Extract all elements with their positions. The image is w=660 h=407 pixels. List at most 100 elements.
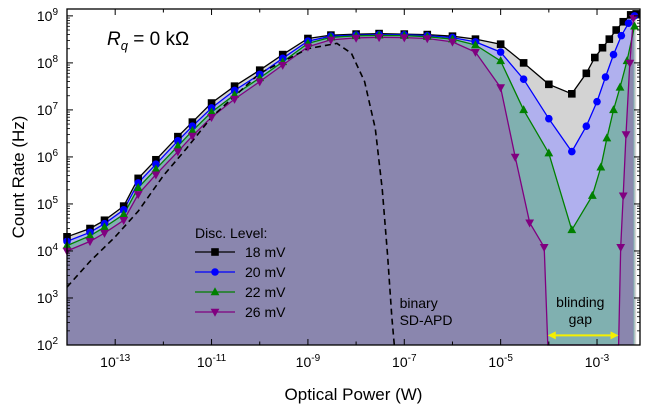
data-point-s3-5 xyxy=(151,164,161,173)
x-tick-label: 10-7 xyxy=(392,353,417,370)
data-point-s4-26 xyxy=(616,244,626,253)
data-point-s4-28 xyxy=(621,131,631,140)
data-point-s1-4 xyxy=(134,174,142,183)
data-point-s2-6 xyxy=(174,137,182,145)
data-point-s3-24 xyxy=(587,190,597,199)
data-point-s3-26 xyxy=(602,133,612,142)
data-point-s1-20 xyxy=(496,40,505,48)
data-point-s3-30 xyxy=(630,21,639,30)
legend-marker xyxy=(210,287,220,296)
data-point-s4-4 xyxy=(133,191,143,200)
data-point-s4-23 xyxy=(539,244,549,253)
y-tick-label: 102 xyxy=(37,336,59,353)
data-point-s3-28 xyxy=(615,82,625,91)
data-point-s2-28 xyxy=(617,31,626,40)
data-point-s3-8 xyxy=(207,107,216,116)
data-point-s1-8 xyxy=(207,99,216,107)
data-point-s4-10 xyxy=(255,78,265,87)
legend-label: 26 mV xyxy=(245,304,286,320)
data-point-s3-25 xyxy=(596,162,606,171)
data-point-s2-4 xyxy=(134,179,142,187)
data-point-s2-23 xyxy=(568,147,576,156)
data-point-s2-20 xyxy=(496,48,505,56)
series-fill-4 xyxy=(67,18,634,345)
data-point-s4-29 xyxy=(625,59,635,68)
data-point-s3-22 xyxy=(544,148,554,157)
data-point-s2-25 xyxy=(593,97,601,106)
data-point-s3-7 xyxy=(187,125,197,134)
legend-marker xyxy=(211,248,219,256)
legend-item-4: 26 mV xyxy=(195,304,286,320)
data-point-s4-11 xyxy=(278,61,288,70)
legend-marker xyxy=(210,308,220,317)
legend-label: 22 mV xyxy=(245,284,286,300)
x-tick-label: 10-13 xyxy=(100,353,130,370)
data-point-s1-21 xyxy=(519,59,528,67)
data-point-s1-29 xyxy=(619,17,628,26)
legend-title: Disc. Level: xyxy=(195,225,267,241)
data-point-s4-2 xyxy=(100,229,109,238)
data-point-s3-3 xyxy=(119,209,129,218)
data-point-s3-20 xyxy=(496,56,506,65)
blinding-gap-arrow xyxy=(547,331,619,340)
data-point-s1-23 xyxy=(568,90,576,98)
data-point-s1-27 xyxy=(605,35,614,43)
data-point-s4-20 xyxy=(496,84,506,93)
gap-arrow-head-right xyxy=(610,331,619,340)
data-point-s1-6 xyxy=(174,132,182,141)
data-point-s1-28 xyxy=(612,26,620,34)
data-point-s4-7 xyxy=(187,132,197,141)
data-point-s3-27 xyxy=(609,105,618,114)
x-tick-label: 10-9 xyxy=(296,353,321,370)
data-point-s4-22 xyxy=(525,219,535,228)
data-point-s3-4 xyxy=(133,183,143,192)
data-point-s4-30 xyxy=(629,14,638,23)
data-point-s1-22 xyxy=(545,80,553,89)
data-point-s4-6 xyxy=(173,148,183,157)
data-point-s4-19 xyxy=(471,48,480,57)
y-tick-label: 103 xyxy=(37,289,59,306)
data-point-s3-19 xyxy=(471,40,480,49)
data-point-s3-23 xyxy=(567,225,577,234)
data-point-s4-13 xyxy=(326,36,336,45)
annotation-2: blinding gap xyxy=(556,294,604,327)
data-point-s2-24 xyxy=(582,122,591,131)
data-point-s4-3 xyxy=(119,217,129,226)
series-markers xyxy=(62,10,640,256)
y-tick-label: 107 xyxy=(37,101,59,118)
data-point-s4-1 xyxy=(85,238,95,247)
data-point-s4-12 xyxy=(303,43,313,52)
legend-item-1: 18 mV xyxy=(195,244,286,260)
data-point-s2-27 xyxy=(609,50,618,59)
x-tick-label: 10-3 xyxy=(585,353,610,370)
axis-tick-labels: 10-13 10-11 10-9 10-7 10-5 10-3 102 103 104 105 10… xyxy=(37,7,610,370)
legend-label: 20 mV xyxy=(245,264,286,280)
data-point-s4-9 xyxy=(230,95,239,104)
gap-arrow-head-left xyxy=(547,331,556,340)
y-axis-label: Count Rate (Hz) xyxy=(9,116,28,239)
legend-marker xyxy=(211,268,219,276)
data-point-s1-10 xyxy=(255,66,264,74)
data-point-s2-21 xyxy=(519,75,528,83)
series-fill-areas xyxy=(67,13,637,346)
data-point-s4-27 xyxy=(618,192,628,201)
annotation-1: binary SD-APD xyxy=(400,295,453,328)
y-tick-label: 108 xyxy=(37,54,59,71)
chart-annotations: binary SD-APD blinding gap xyxy=(400,294,605,328)
plot-frame xyxy=(66,8,641,346)
x-tick-label: 10-5 xyxy=(488,353,513,370)
data-point-s1-26 xyxy=(598,43,607,52)
data-point-s3-2 xyxy=(100,222,109,231)
data-point-s3-6 xyxy=(173,141,183,150)
data-point-s2-29 xyxy=(624,19,633,27)
data-point-s2-26 xyxy=(601,73,610,81)
data-point-s4-8 xyxy=(207,113,216,122)
y-tick-label: 109 xyxy=(37,7,59,24)
data-point-s4-16 xyxy=(399,34,409,43)
data-point-s3-1 xyxy=(85,231,95,240)
data-point-s4-21 xyxy=(510,153,520,162)
data-point-s1-9 xyxy=(230,82,239,90)
legend: Disc. Level: 18 mV 20 mV 22 mV 26 mV xyxy=(195,225,286,320)
y-tick-label: 106 xyxy=(37,148,59,165)
